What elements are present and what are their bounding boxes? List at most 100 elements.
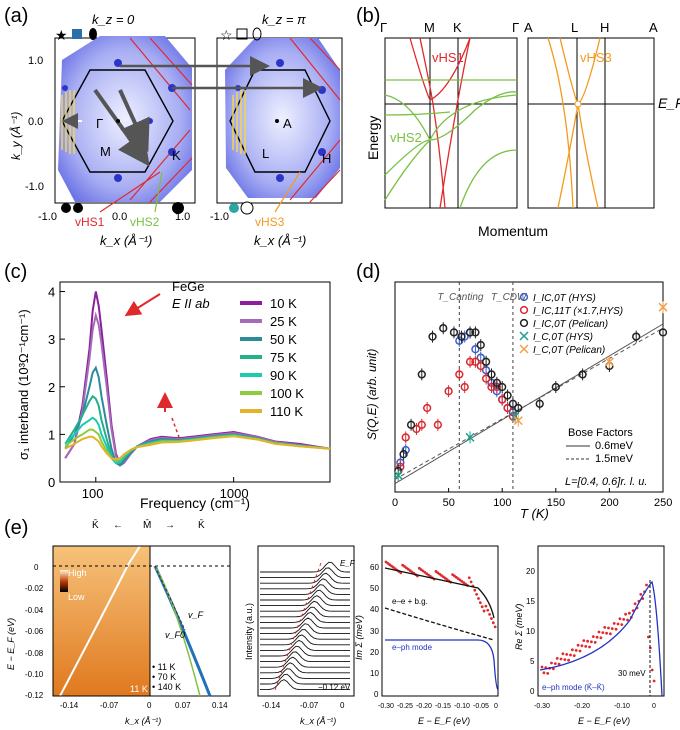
re-sigma-point [557,662,561,666]
pt-M: M [100,144,111,159]
svg-text:0: 0 [147,701,152,710]
c-legend-label: 50 K [270,332,297,347]
svg-text:1.0: 1.0 [28,55,43,67]
d-legend-label: I_IC,0T (Pelican) [533,319,608,330]
mdc-curve [260,656,350,668]
ellipse-open-icon [252,27,262,41]
d-point [396,462,405,471]
im-sigma-point [482,609,486,613]
svg-text:0: 0 [34,563,39,572]
re-sigma-point [624,612,627,616]
re-sigma-point [595,635,599,639]
svg-text:-1.0: -1.0 [210,211,229,223]
svg-text:A: A [524,20,533,35]
im-sigma-point [490,617,493,620]
im-sigma-point [491,621,495,625]
svg-text:Γ: Γ [380,20,387,35]
mdc-curve [260,606,350,618]
panel-a-xlabel-right: k_x (Å⁻¹) [254,233,306,248]
panel-c-title: FeGe [172,279,205,294]
svg-text:0.14: 0.14 [212,701,228,710]
d-point [444,387,453,396]
re-sigma-point [639,593,643,596]
d-legend-marker [519,305,529,315]
svg-text:1.0: 1.0 [175,211,190,223]
mdc-curve [260,623,350,635]
d-point [503,391,512,400]
im-sigma-point [486,608,490,612]
re-sigma-point [569,653,572,657]
re-sigma-point [578,649,582,653]
re-sigma-point [561,652,565,656]
re-sigma-point [650,668,654,672]
c-xtick-label: 1000 [220,486,249,501]
d-point [406,420,416,429]
im-sigma-point [478,601,482,605]
pt-A: A [283,116,292,131]
arpes-map [53,546,150,696]
star-open-icon: ☆ [220,27,233,43]
panel-c-subtitle: E II ab [172,296,210,311]
re-sigma-point [599,636,603,640]
c-ytick-label: 2 [48,380,55,395]
mdc-curve [260,645,350,657]
re-sigma-point [601,631,605,634]
d-point [401,433,410,442]
d-point [471,357,480,366]
d-point [417,370,426,379]
kz0-label: k_z = 0 [92,12,135,27]
svg-text:-0.20: -0.20 [416,703,432,710]
mdc-curve [260,595,350,607]
square-filled-icon [72,29,82,39]
svg-text:A: A [649,20,658,35]
svg-text:-0.10: -0.10 [25,670,44,679]
pt-H: H [322,151,331,166]
vhs3-label-a: vHS3 [255,215,285,229]
red-arrow [124,293,161,317]
d-point [399,450,408,459]
re-sigma-point [633,602,637,606]
svg-text:v_F: v_F [188,610,204,620]
vhs2-label-b: vHS2 [390,130,422,145]
d-point [455,370,464,379]
d-point [535,399,544,408]
d-legend-label: I_C,0T (HYS) [533,332,593,343]
c-series-line [64,435,331,461]
d-legend-marker [519,331,529,341]
panel-d-plot: 0 50 100 150 200 250 T_Canting T_CDW I_IC,0T (HY… [392,282,672,509]
d-point [460,382,469,392]
d-point [604,357,614,367]
panel-b-ylabel: Energy [365,116,381,160]
im-sigma-point [480,605,484,609]
svg-text:• 11 K: • 11 K [152,662,176,672]
d-point [551,382,560,392]
im-sigma-point [467,576,471,580]
mdc-curve [260,629,350,640]
bz-right-hexagon [229,69,331,173]
re-sigma-point [591,635,595,638]
mdc-curve [260,679,350,691]
re-sigma-axes [537,545,665,697]
svg-text:-0.30: -0.30 [378,703,394,710]
svg-text:5: 5 [530,657,535,666]
c-legend-label: 10 K [270,296,297,311]
im-sigma-point [475,592,479,596]
svg-text:Im Σ (meV): Im Σ (meV) [354,615,364,660]
d-point [423,403,432,413]
c-xtick-label: 100 [82,486,104,501]
mdc-curve [260,589,350,601]
im-sigma-point [488,613,491,616]
c-ytick-label: 1 [48,427,55,442]
vhs2-label-a: vHS2 [130,215,160,229]
re-sigma-point [546,672,550,675]
d-point [471,328,480,337]
panel-c-axes [59,281,331,483]
svg-text:-0.08: -0.08 [25,649,44,658]
panel-b-xlabel: Momentum [478,223,548,239]
ef-label-b: E_F [658,95,680,111]
d-point [476,340,485,350]
svg-text:k_x (Å⁻¹): k_x (Å⁻¹) [125,716,161,726]
re-sigma-point [614,627,618,631]
c-series-line [64,311,331,467]
im-sigma-point [477,597,480,600]
